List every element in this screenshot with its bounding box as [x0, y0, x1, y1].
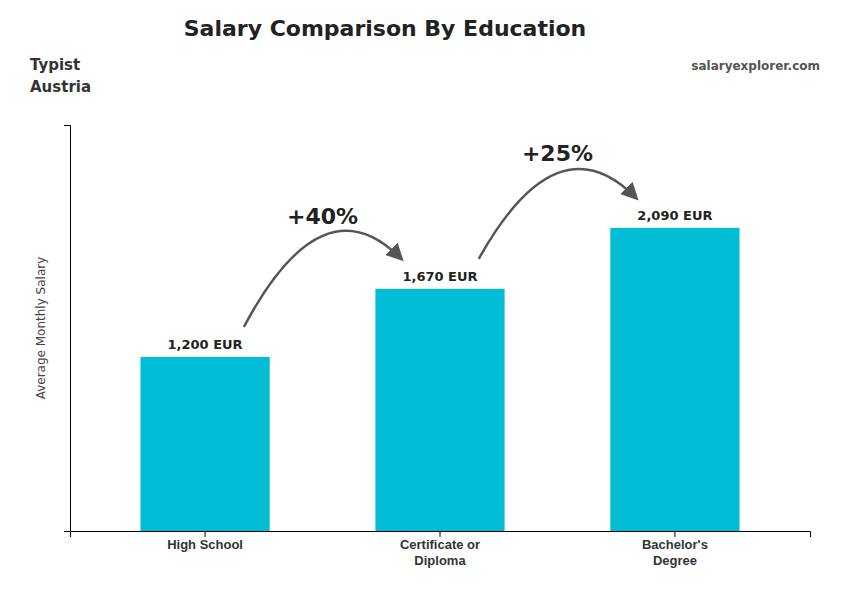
subtitle: Austria [30, 78, 91, 96]
watermark-part: salary [691, 59, 732, 73]
x-tick: Certificate orDiploma [400, 531, 480, 568]
annotation-label: +40% [287, 204, 358, 229]
x-tick-mark [674, 531, 675, 537]
plot: High School Certificate orDiploma Bachelor… [64, 126, 811, 568]
data-label: 2,090 EUR [637, 208, 712, 223]
x-tick: Bachelor'sDegree [642, 531, 708, 568]
annotation-arrow [479, 169, 636, 259]
data-labels: 1,200 EUR 1,670 EUR 2,090 EUR [168, 208, 713, 352]
x-tick-label-line: Bachelor's [642, 537, 708, 552]
x-tick-label: Bachelor'sDegree [642, 537, 708, 568]
x-tick-label: High School [167, 537, 243, 552]
data-label: 1,670 EUR [402, 269, 477, 284]
watermark-part: .com [788, 59, 820, 73]
x-tick-label: Certificate orDiploma [400, 537, 480, 568]
y-axis [64, 126, 71, 532]
x-tick-label-line: Diploma [414, 553, 466, 568]
x-axis: High School Certificate orDiploma Bachelor… [71, 531, 811, 568]
data-label: 1,200 EUR [168, 337, 243, 352]
y-label: Average Monthly Salary [34, 257, 48, 400]
x-axis-line [71, 532, 811, 538]
watermark-part: explorer [732, 59, 789, 73]
x-tick-mark [205, 531, 206, 537]
bar [375, 289, 504, 531]
chart: Salary Comparison By Education Typist Aust… [0, 0, 850, 606]
x-tick-label-line: Certificate or [400, 537, 480, 552]
bar [140, 357, 269, 531]
x-tick-label-line: High School [167, 537, 243, 552]
x-tick-mark [440, 531, 441, 537]
bar [610, 228, 739, 531]
annotations: +40% +25% [244, 141, 636, 327]
title: Salary Comparison By Education [184, 16, 587, 41]
x-tick-label-line: Degree [653, 553, 697, 568]
bars [140, 228, 739, 531]
annotation-label: +25% [522, 141, 593, 166]
subtitle: Typist [30, 56, 80, 74]
watermark: salaryexplorer.com [691, 59, 820, 73]
x-tick: High School [167, 531, 243, 552]
y-axis-line [64, 126, 71, 532]
annotation-arrow [244, 231, 401, 327]
